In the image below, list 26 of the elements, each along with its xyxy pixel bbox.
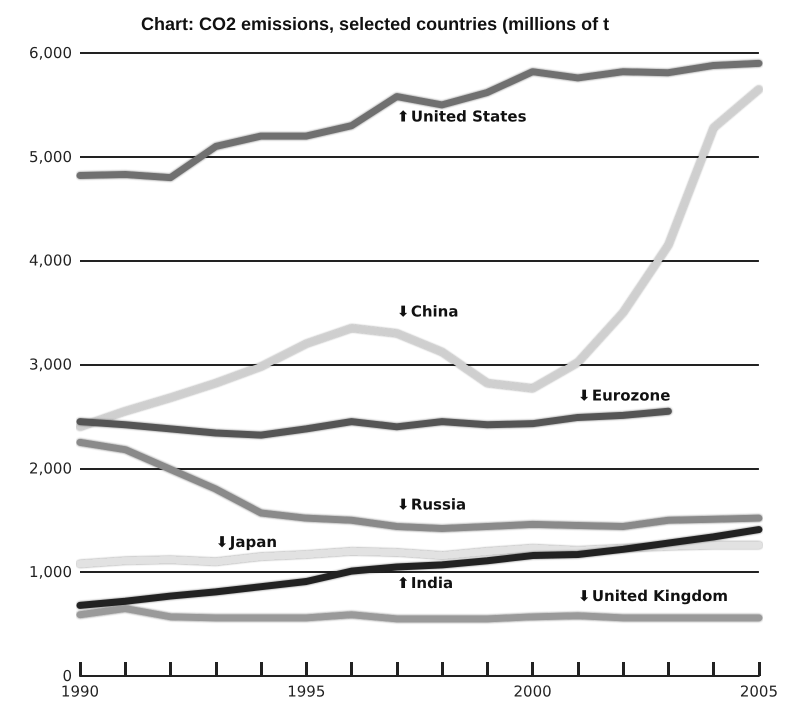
series-label: Eurozone: [592, 386, 670, 404]
annotation: ⬇: [396, 302, 410, 320]
annotation: ⬆: [396, 108, 410, 126]
x-tick-label: 2005: [740, 682, 778, 700]
series-label: India: [410, 574, 454, 592]
y-tick-label: 0: [62, 667, 72, 685]
series-label: United Kingdom: [592, 586, 728, 605]
y-tick-label: 5,000: [29, 148, 72, 166]
x-tick-label: 1990: [60, 682, 100, 700]
series-label: Russia: [410, 495, 466, 514]
x-tick-label: 1995: [287, 682, 326, 700]
annotation: ⬇: [578, 586, 590, 605]
series-label: United States: [410, 108, 527, 126]
annotation: ⬇: [578, 386, 590, 404]
chart-title: Chart: CO2 emissions, selected countries (millions of t: [141, 14, 610, 34]
annotation: ⬇: [396, 495, 410, 514]
series-label: Japan: [228, 532, 278, 551]
x-tick-label: 2000: [514, 682, 552, 700]
y-tick-label: 4,000: [29, 252, 72, 270]
series-label: China: [410, 302, 458, 320]
y-tick-label: 6,000: [29, 44, 72, 62]
annotation: ⬇: [216, 532, 228, 551]
annotation: ⬆: [396, 574, 410, 592]
y-tick-label: 3,000: [29, 356, 72, 374]
y-tick-label: 1,000: [29, 563, 72, 582]
y-tick-label: 2,000: [29, 459, 72, 478]
